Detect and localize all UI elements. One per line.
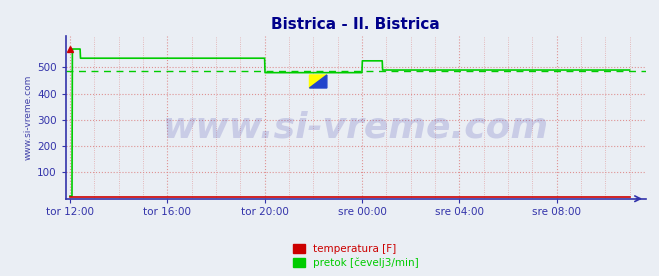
Title: Bistrica - Il. Bistrica: Bistrica - Il. Bistrica xyxy=(272,17,440,32)
Text: www.si-vreme.com: www.si-vreme.com xyxy=(163,110,549,144)
Polygon shape xyxy=(310,75,327,88)
Polygon shape xyxy=(310,75,327,88)
Y-axis label: www.si-vreme.com: www.si-vreme.com xyxy=(24,75,33,160)
Legend: temperatura [F], pretok [čevelj3/min]: temperatura [F], pretok [čevelj3/min] xyxy=(293,245,419,268)
